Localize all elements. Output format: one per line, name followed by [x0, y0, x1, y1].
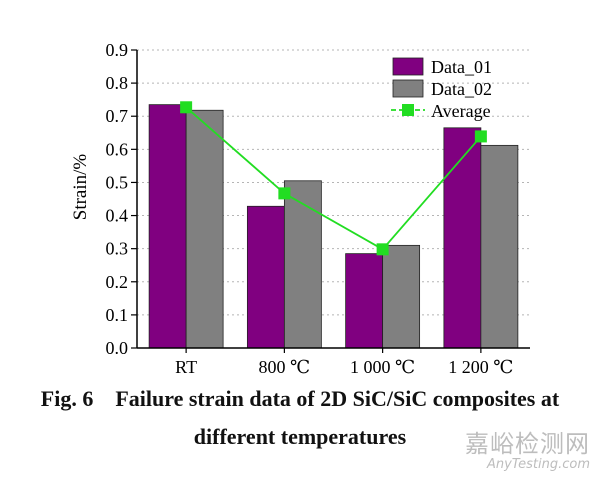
legend-swatch: [392, 57, 424, 76]
average-point: [376, 243, 389, 256]
watermark-cn: 嘉峪检测网: [465, 430, 590, 458]
tick-labels: 0.0 0.1 0.2 0.3 0.4 0.5 0.6 0.7 0.8 0.9 RT 800 ℃ 1 0…: [106, 40, 514, 377]
bar-data-01: [246, 205, 285, 349]
bar-data-01: [148, 104, 187, 349]
y-tick-label: 0.5: [106, 172, 129, 192]
bars: [148, 104, 519, 349]
legend-label: Data_02: [431, 79, 492, 99]
watermark-en: AnyTesting.com: [486, 457, 590, 472]
bar-data-02: [185, 109, 224, 349]
y-tick-label: 0.2: [106, 272, 129, 292]
y-tick-label: 0.4: [106, 206, 129, 226]
y-axis-label: Strain/%: [70, 154, 91, 221]
x-tick-label: 800 ℃: [259, 357, 311, 377]
y-tick-label: 0.8: [106, 73, 129, 93]
average-point: [180, 101, 193, 114]
legend-marker: [402, 104, 414, 116]
bar-data-02: [480, 144, 519, 349]
figure-caption-line1: Fig. 6 Failure strain data of 2D SiC/SiC…: [40, 386, 560, 411]
y-tick-label: 0.0: [106, 338, 129, 358]
watermark: 嘉峪检测网 AnyTesting.com: [465, 424, 590, 472]
average-line: [180, 101, 487, 256]
x-tick-label: 1 000 ℃: [350, 357, 415, 377]
axes: [131, 49, 530, 353]
y-tick-label: 0.1: [106, 305, 129, 325]
x-tick-label: RT: [175, 357, 197, 377]
legend-swatch: [392, 79, 424, 98]
average-point: [474, 130, 487, 143]
bar-data-02: [382, 244, 421, 349]
legend-label: Data_01: [431, 57, 492, 77]
bar-data-01: [345, 253, 384, 349]
legend-label: Average: [431, 101, 491, 121]
average-polyline: [185, 106, 482, 251]
y-tick-label: 0.7: [106, 106, 129, 126]
figure-caption-line2: different temperatures: [193, 424, 407, 449]
y-tick-label: 0.3: [106, 239, 129, 259]
bar-data-02: [283, 180, 322, 349]
bar-data-01: [443, 127, 482, 349]
average-point: [278, 187, 291, 200]
y-tick-label: 0.9: [106, 40, 129, 60]
x-tick-label: 1 200 ℃: [448, 357, 513, 377]
y-tick-label: 0.6: [106, 139, 129, 159]
